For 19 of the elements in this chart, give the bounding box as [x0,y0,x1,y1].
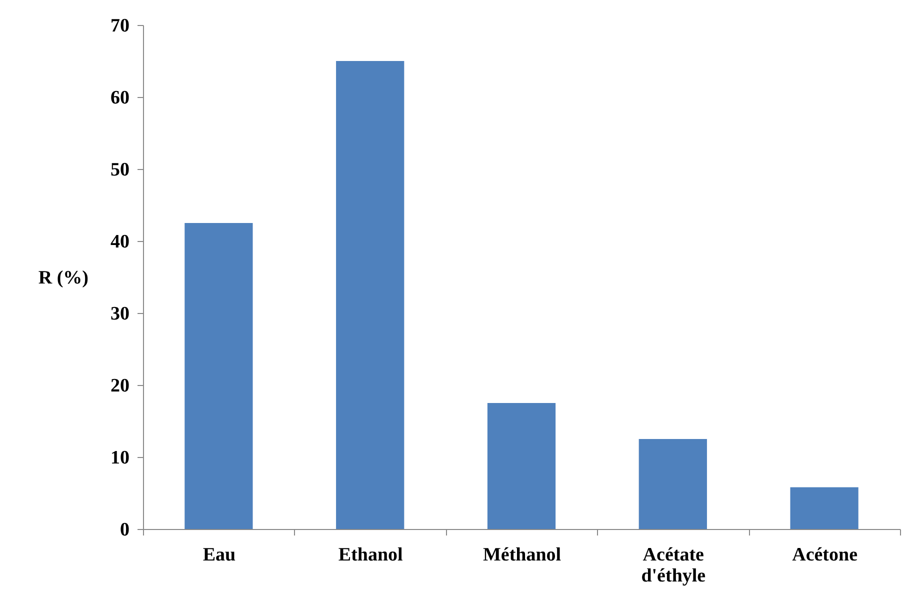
x-tick-label: Méthanol [482,544,562,566]
bar [336,61,404,529]
y-tick-label: 50 [110,160,130,180]
y-tick-label: 60 [110,88,130,108]
y-tick-label: 10 [110,448,130,468]
x-tick-label: Eau [202,544,236,566]
y-tick-label: 70 [110,16,130,36]
bar [638,439,707,529]
bar [487,403,556,529]
x-tick-label: Acétate d'éthyle [641,544,706,586]
x-tick-label: Ethanol [338,544,403,566]
y-tick-label: 20 [110,376,130,396]
x-tick-label: Acétone [792,544,858,566]
y-tick-label: 40 [110,232,130,252]
y-tick-label: 30 [110,304,130,324]
bar [184,223,253,529]
y-axis-title: R (%) [38,268,88,288]
bar [790,487,858,529]
y-tick-label: 0 [120,520,130,540]
